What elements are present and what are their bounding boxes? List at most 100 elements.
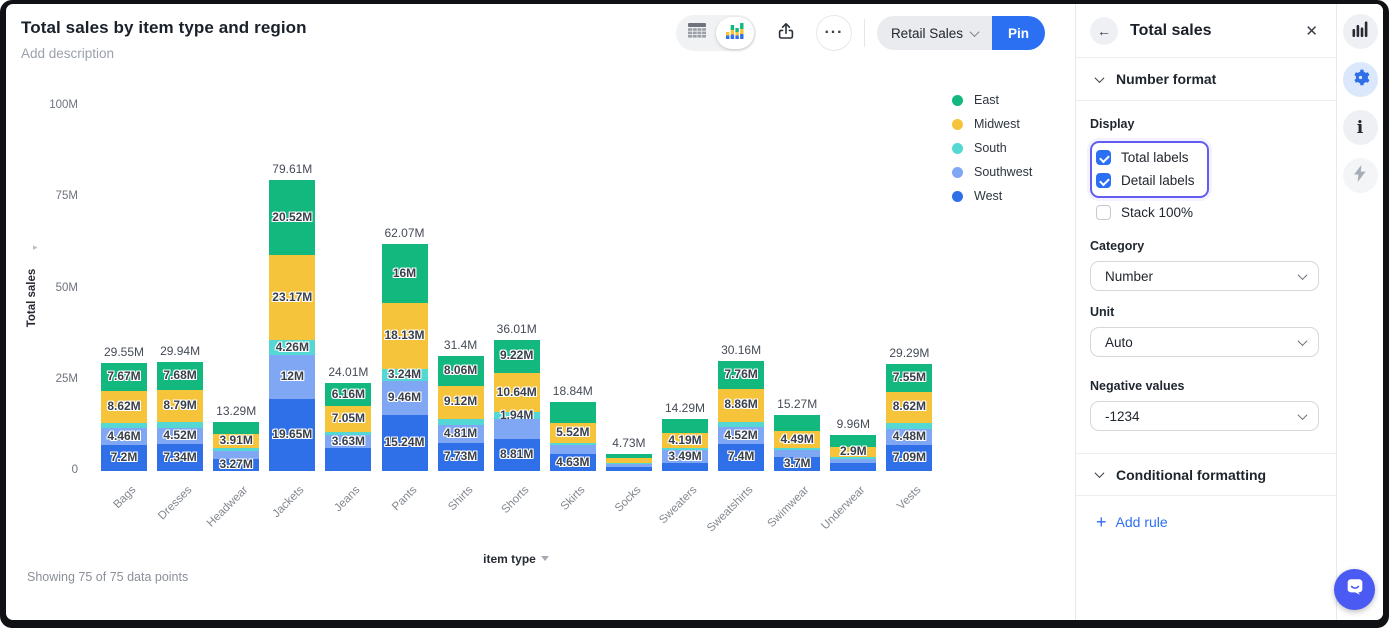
x-axis-title[interactable]: item type [446,552,586,566]
bar-segment-jackets-east[interactable] [269,180,316,256]
bar-segment-bags-west[interactable] [101,444,147,471]
bar-segment-shirts-west[interactable] [437,442,484,471]
bar-segment-bags-south[interactable] [101,422,147,429]
bar-segment-underwear-midwest[interactable] [830,446,877,458]
bar-segment-vests-south[interactable] [886,423,933,429]
bar-segment-dresses-south[interactable] [157,421,204,428]
bar-segment-sweatshirts-west[interactable] [718,443,765,471]
bar-segment-headwear-south[interactable] [213,448,260,452]
bar-segment-dresses-east[interactable] [157,361,204,390]
bar-segment-vests-southwest[interactable] [886,428,933,446]
bar-segment-jeans-east[interactable] [325,383,372,406]
bar-segment-underwear-west[interactable] [830,462,877,471]
bar-segment-skirts-east[interactable] [549,402,596,423]
bar-segment-pants-east[interactable] [381,244,428,303]
bar-segment-headwear-west[interactable] [213,459,260,471]
checkbox-total-labels[interactable]: Total labels [1096,147,1195,168]
bar-segment-skirts-west[interactable] [549,454,596,471]
bar-segment-swimwear-midwest[interactable] [774,431,821,448]
bar-segment-pants-west[interactable] [381,415,428,471]
bar-segment-socks-midwest[interactable] [605,457,652,463]
bar-segment-jeans-midwest[interactable] [325,405,372,432]
legend-item-midwest[interactable]: Midwest [952,112,1032,136]
bar-segment-shorts-midwest[interactable] [493,373,540,413]
pin-button[interactable]: Pin [991,16,1045,50]
bar-segment-pants-midwest[interactable] [381,302,428,370]
checkbox-stack-100[interactable]: Stack 100% [1090,202,1318,223]
bar-segment-sweatshirts-southwest[interactable] [718,427,765,444]
close-button[interactable]: ✕ [1301,18,1322,44]
bar-segment-pants-south[interactable] [381,369,428,381]
bar-segment-headwear-southwest[interactable] [213,451,260,460]
bar-segment-vests-midwest[interactable] [886,391,933,424]
bar-segment-bags-midwest[interactable] [101,391,147,423]
bar-segment-sweatshirts-east[interactable] [718,360,765,390]
bar-segment-jeans-west[interactable] [325,448,372,471]
bar-segment-jackets-midwest[interactable] [269,255,316,340]
dataset-selector-button[interactable]: Retail Sales [876,16,992,50]
bar-segment-sweaters-southwest[interactable] [662,450,708,463]
bar-segment-socks-south[interactable] [605,462,652,464]
bar-segment-sweatshirts-midwest[interactable] [718,389,765,422]
info-button[interactable]: i [1342,110,1378,145]
bar-segment-swimwear-south[interactable] [774,447,821,450]
bar-segment-jackets-southwest[interactable] [269,355,316,400]
bar-segment-swimwear-southwest[interactable] [774,449,821,458]
bar-segment-skirts-south[interactable] [549,442,596,445]
bar-segment-swimwear-east[interactable] [774,415,821,432]
checkbox-icon[interactable] [1096,205,1111,220]
bar-segment-socks-southwest[interactable] [605,463,652,467]
bar-segment-jackets-south[interactable] [269,339,316,356]
share-button[interactable] [767,15,804,51]
bar-segment-socks-west[interactable] [605,466,652,471]
add-rule-button[interactable]: + Add rule [1096,512,1168,532]
bar-segment-dresses-midwest[interactable] [157,389,204,422]
checkbox-detail-labels[interactable]: Detail labels [1096,170,1195,191]
bar-segment-bags-east[interactable] [101,363,147,392]
bar-segment-bags-southwest[interactable] [101,428,147,445]
bar-segment-headwear-midwest[interactable] [213,434,260,449]
back-button[interactable]: ← [1090,16,1118,45]
bar-segment-jackets-west[interactable] [269,399,316,471]
chart-options-button[interactable] [1342,14,1378,49]
bar-segment-shirts-southwest[interactable] [437,425,484,443]
bar-segment-socks-east[interactable] [605,453,652,458]
bar-segment-shirts-east[interactable] [437,356,484,386]
bar-segment-sweatshirts-south[interactable] [718,421,765,428]
legend-item-south[interactable]: South [952,136,1032,160]
bar-segment-sweaters-east[interactable] [662,418,708,434]
section-number-format[interactable]: Number format [1076,58,1336,101]
viz-toggle[interactable] [675,15,756,51]
section-conditional-formatting[interactable]: Conditional formatting [1076,453,1336,496]
add-description[interactable]: Add description [21,46,115,61]
bar-segment-shorts-southwest[interactable] [493,419,540,439]
bar-segment-shorts-south[interactable] [493,412,540,420]
bar-segment-underwear-southwest[interactable] [830,458,877,463]
actions-button[interactable] [1342,158,1378,193]
checkbox-icon[interactable] [1096,173,1111,188]
y-axis-expand-icon[interactable]: ▸ [33,242,38,252]
category-select[interactable]: Number [1090,261,1319,291]
table-view-button[interactable] [678,17,716,49]
bar-segment-swimwear-west[interactable] [774,457,821,471]
more-options-button[interactable]: ··· [815,15,852,51]
bar-segment-sweaters-west[interactable] [662,462,708,471]
bar-segment-shirts-midwest[interactable] [437,385,484,420]
bar-segment-vests-west[interactable] [886,445,933,471]
bar-segment-sweaters-midwest[interactable] [662,433,708,449]
legend-item-west[interactable]: West [952,184,1032,208]
chart-view-button[interactable] [715,17,754,49]
bar-segment-dresses-west[interactable] [157,444,204,471]
bar-segment-underwear-south[interactable] [830,457,877,459]
bar-segment-headwear-east[interactable] [213,422,260,435]
bar-segment-dresses-southwest[interactable] [157,427,204,445]
bar-segment-shirts-south[interactable] [437,419,484,426]
negative-values-select[interactable]: -1234 [1090,401,1319,431]
bar-segment-skirts-southwest[interactable] [549,444,596,455]
bar-segment-shorts-east[interactable] [493,339,540,374]
bar-segment-sweaters-south[interactable] [662,448,708,451]
unit-select[interactable]: Auto [1090,327,1319,357]
chat-launcher-button[interactable] [1334,569,1375,610]
bar-segment-jeans-south[interactable] [325,431,372,436]
legend-item-southwest[interactable]: Southwest [952,160,1032,184]
